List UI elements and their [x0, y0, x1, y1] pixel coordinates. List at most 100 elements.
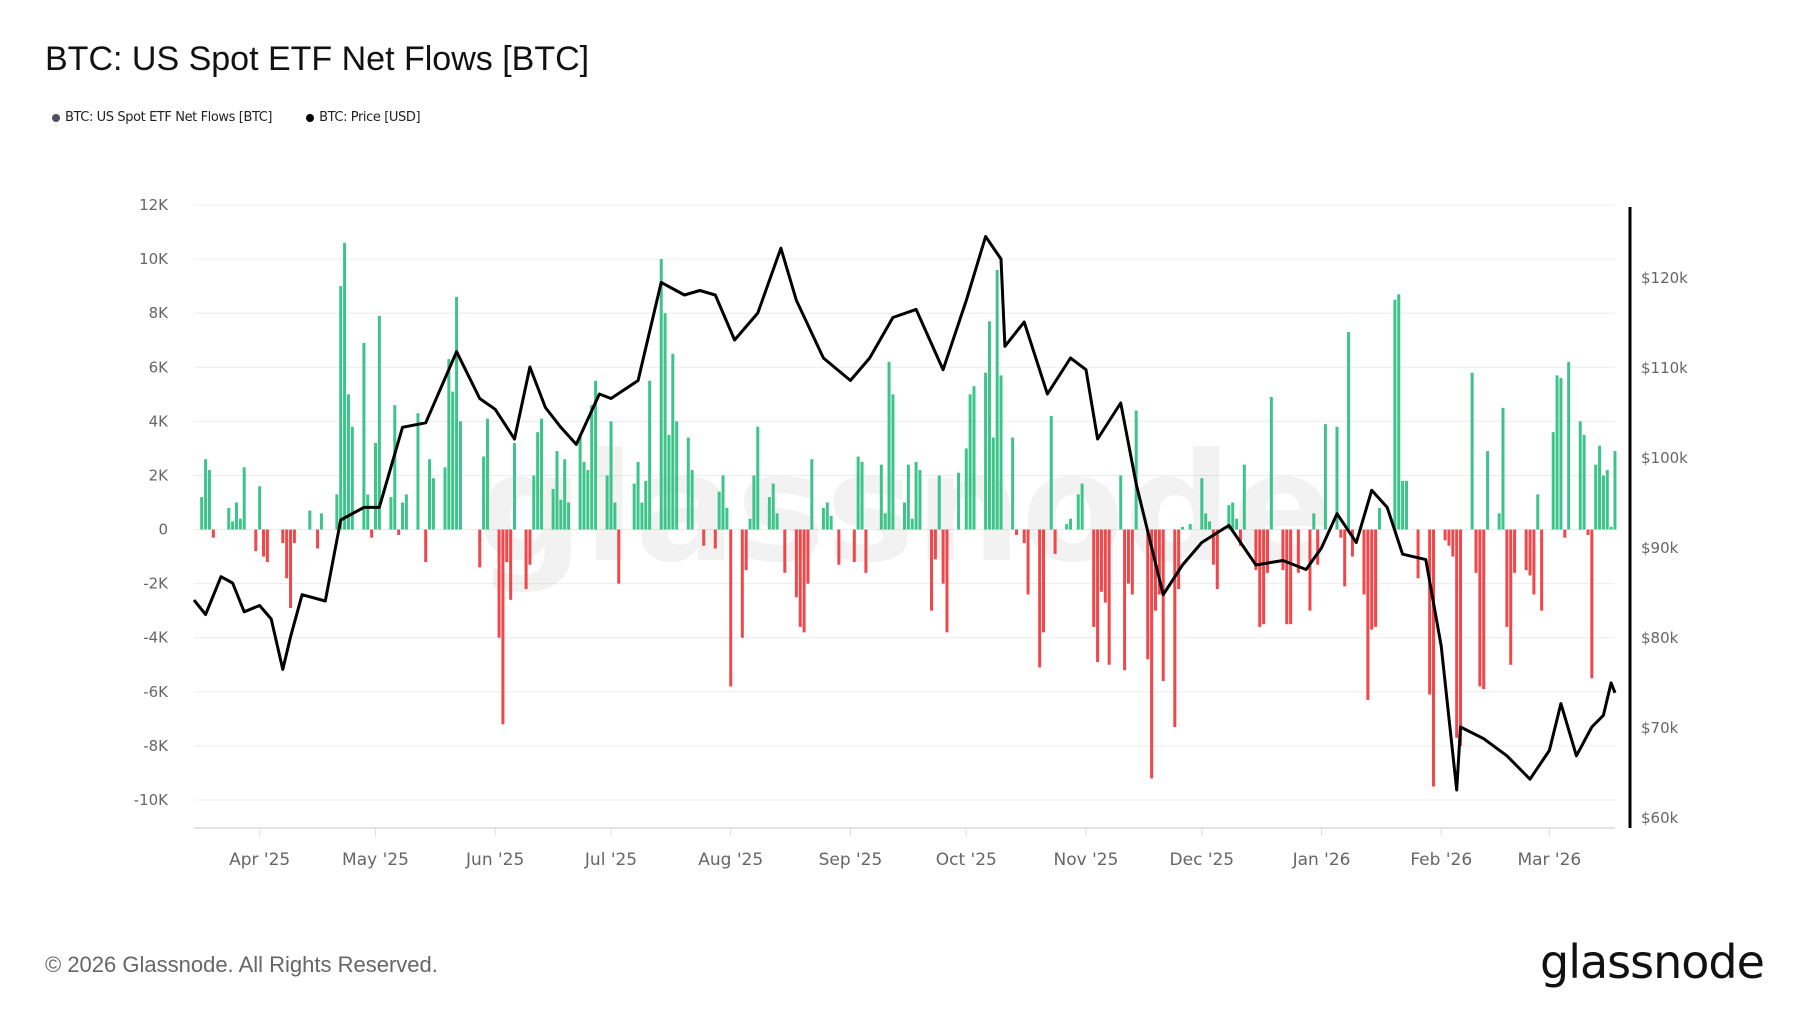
flow-bar	[1215, 529, 1219, 590]
flow-bar	[1443, 529, 1447, 541]
flow-bar	[1524, 529, 1528, 571]
flow-bar	[1231, 502, 1235, 530]
flow-bar	[1269, 397, 1273, 530]
flow-bar	[887, 361, 891, 530]
flow-bar	[1528, 529, 1532, 576]
flow-bar	[686, 437, 690, 530]
flow-bar	[972, 386, 976, 530]
legend-item-flows[interactable]: BTC: US Spot ETF Net Flows [BTC]	[52, 110, 272, 125]
flow-bar	[458, 421, 462, 530]
flow-bar	[1042, 529, 1046, 633]
flow-bar	[1505, 529, 1509, 627]
flow-bar	[497, 529, 501, 638]
flow-bar	[393, 405, 397, 530]
flow-bar	[1200, 478, 1204, 530]
flow-bar	[292, 529, 296, 544]
flow-bar	[289, 529, 293, 608]
flow-bar	[528, 529, 532, 565]
flow-bar	[1262, 529, 1266, 625]
flow-bar	[802, 529, 806, 633]
x-tick-label: Mar '26	[1517, 850, 1581, 870]
flow-bar	[1119, 475, 1123, 530]
flow-bar	[1238, 529, 1242, 546]
flow-bar	[524, 529, 528, 590]
flow-bar	[1551, 432, 1555, 530]
flow-bar	[1157, 529, 1161, 595]
flow-bar	[428, 459, 432, 530]
flow-bar	[609, 421, 613, 530]
flow-bar	[1235, 518, 1239, 530]
flow-bar	[416, 413, 420, 530]
flow-bar	[540, 418, 544, 530]
flow-bar	[1335, 426, 1339, 530]
flow-bar	[879, 464, 883, 530]
flow-bar	[930, 529, 934, 611]
flow-bar	[1153, 529, 1157, 611]
flow-bar	[860, 461, 864, 530]
y-right-tick-label: $60k	[1641, 809, 1679, 827]
x-tick-label: Aug '25	[698, 850, 763, 870]
flow-bar	[1265, 529, 1269, 573]
y-right-tick-label: $70k	[1641, 719, 1679, 737]
flow-bar	[1065, 524, 1069, 530]
flow-bar	[933, 529, 937, 560]
legend-dot-icon	[52, 113, 60, 122]
y-right-tick-label: $90k	[1641, 539, 1679, 557]
flow-bar	[903, 502, 906, 530]
flow-bar	[883, 513, 887, 530]
flow-bar	[617, 529, 621, 584]
flow-bar	[613, 502, 617, 530]
flow-bar	[308, 510, 312, 530]
flow-bar	[505, 529, 509, 562]
flow-bar	[536, 432, 540, 530]
flow-bar	[1188, 524, 1192, 530]
copyright: © 2026 Glassnode. All Rights Reserved.	[45, 952, 438, 977]
flow-bar	[339, 286, 343, 530]
flow-bar	[721, 475, 725, 530]
y-left-tick-label: -4K	[143, 629, 169, 647]
y-left-tick-label: 0	[158, 521, 168, 539]
flow-bar	[1578, 421, 1582, 530]
flow-bar	[1609, 526, 1613, 530]
flow-bar	[991, 437, 995, 530]
legend-label: BTC: Price [USD]	[319, 110, 421, 125]
flow-bar	[234, 502, 238, 530]
x-tick-label: May '25	[342, 850, 409, 870]
flow-bar	[1126, 529, 1130, 584]
legend-dot-icon	[306, 113, 315, 122]
flow-bar	[906, 464, 910, 530]
x-tick-label: Jan '26	[1292, 850, 1351, 870]
flow-bar	[1555, 375, 1559, 530]
flow-bar	[1123, 529, 1127, 671]
flow-bar	[852, 529, 856, 562]
flow-bar	[1289, 529, 1293, 625]
y-left-tick-label: 12K	[139, 196, 169, 214]
flow-bar	[1069, 518, 1073, 530]
flow-bar	[316, 529, 320, 549]
flow-bar	[555, 451, 559, 530]
flow-bar	[1177, 529, 1181, 590]
flow-bar	[567, 502, 571, 530]
flow-bar	[1590, 529, 1594, 679]
flow-bar	[914, 461, 918, 530]
flow-bar	[551, 488, 555, 530]
y-left-tick-label: -8K	[143, 737, 169, 755]
flow-bar	[995, 269, 999, 530]
flow-bar	[1053, 529, 1057, 554]
flow-bar	[1096, 529, 1100, 663]
flow-bar	[590, 405, 594, 530]
flow-bar	[825, 502, 829, 530]
flow-bar	[258, 486, 262, 530]
flow-bar	[1130, 529, 1134, 595]
flow-bar	[1586, 529, 1590, 535]
legend-item-price[interactable]: BTC: Price [USD]	[306, 110, 421, 125]
flow-bar	[1242, 464, 1246, 530]
flow-bar	[1428, 529, 1432, 695]
y-right-tick-label: $100k	[1641, 449, 1688, 467]
flow-bar	[748, 518, 752, 530]
flow-bar	[999, 375, 1003, 530]
flow-bar	[918, 470, 922, 530]
flow-bar	[1540, 529, 1544, 611]
flow-bar	[821, 507, 825, 530]
flow-bar	[370, 529, 374, 538]
